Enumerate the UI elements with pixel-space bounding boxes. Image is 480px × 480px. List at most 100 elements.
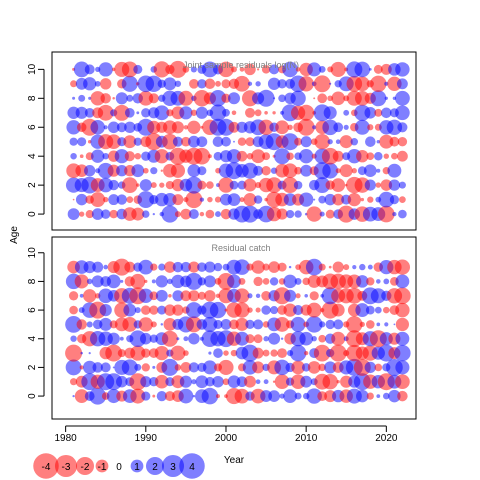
residual-bubble [333, 319, 344, 330]
residual-bubble [168, 294, 172, 298]
residual-bubble [83, 260, 96, 274]
residual-bubble [107, 121, 120, 134]
residual-bubble [364, 361, 376, 374]
residual-bubble [180, 261, 192, 273]
residual-bubble [72, 394, 75, 398]
residual-bubble [195, 375, 209, 389]
residual-bubble [134, 307, 141, 314]
legend-bubble [33, 453, 59, 479]
residual-bubble [293, 305, 304, 316]
legend-bubble [95, 459, 109, 473]
y-tick-label: 4 [27, 336, 38, 342]
residual-bubble [150, 263, 158, 271]
residual-bubble [375, 182, 382, 188]
residual-bubble [197, 180, 207, 190]
residual-bubble [131, 164, 145, 178]
residual-bubble [142, 210, 150, 218]
residual-bubble [91, 275, 104, 288]
residual-bubble [188, 135, 200, 148]
residual-bubble [218, 61, 234, 78]
residual-bubble [80, 351, 83, 355]
size-legend: -4 -3 -2 -1 0 1 2 3 4 [33, 453, 205, 479]
residual-bubble [333, 122, 344, 133]
residual-bubble [188, 332, 200, 345]
residual-bubble [160, 169, 163, 172]
residual-bubble [343, 109, 350, 116]
y-tick-label: 10 [27, 63, 38, 75]
residual-bubble [75, 164, 88, 177]
residual-bubble [241, 344, 259, 362]
residual-bubble [255, 293, 261, 299]
residual-bubble [373, 64, 383, 74]
residual-bubble [152, 394, 156, 398]
residual-bubble [380, 179, 393, 191]
legend-label: -2 [81, 462, 90, 473]
residual-bubble [221, 79, 231, 89]
residual-bubble [133, 64, 143, 74]
residual-bubble [395, 317, 410, 332]
residual-bubble [192, 394, 196, 398]
residual-bubble [213, 151, 223, 161]
residual-bubble [261, 65, 271, 74]
residual-bubble [244, 375, 256, 388]
residual-bubble [67, 208, 80, 221]
residual-bubble [206, 181, 214, 189]
residual-bubble [236, 376, 248, 388]
residual-bubble [350, 137, 359, 146]
residual-bubble [124, 121, 136, 133]
y-tick-label: 8 [27, 95, 38, 101]
residual-bubble [120, 279, 124, 283]
residual-bubble [144, 279, 148, 284]
residual-bubble [255, 379, 261, 385]
residual-bubble [138, 317, 153, 332]
residual-bubble [397, 390, 408, 402]
residual-bubble [231, 110, 237, 116]
residual-bubble [274, 374, 290, 390]
y-tick-label: 10 [27, 247, 38, 259]
residual-bubble [154, 149, 169, 164]
residual-bubble [141, 391, 151, 401]
residual-bubble [218, 177, 234, 193]
residual-bubble [319, 321, 326, 328]
residual-bubble [76, 319, 87, 330]
residual-bubble [163, 192, 177, 207]
residual-bubble [241, 162, 259, 179]
x-tick-label: 1990 [135, 433, 158, 444]
residual-bubble [339, 164, 353, 178]
residual-bubble [209, 104, 227, 122]
residual-bubble [384, 96, 388, 100]
residual-bubble [136, 183, 140, 187]
residual-bubble [318, 363, 326, 372]
residual-bubble [164, 304, 176, 316]
y-tick-label: 6 [27, 307, 38, 313]
residual-bubble [366, 277, 375, 286]
residual-bubble [154, 374, 169, 389]
residual-bubble [262, 263, 270, 271]
residual-bubble [236, 150, 248, 162]
residual-bubble [193, 147, 211, 165]
residual-bubble [346, 287, 363, 304]
residual-bubble [141, 348, 151, 358]
residual-bubble [203, 275, 216, 288]
residual-bubble [201, 387, 219, 405]
residual-bubble [190, 66, 197, 73]
residual-bubble [151, 279, 156, 284]
residual-bubble [183, 336, 189, 342]
residual-bubble [162, 133, 178, 150]
residual-bubble [305, 316, 323, 333]
residual-bubble [247, 293, 253, 299]
residual-bubble [190, 109, 198, 116]
residual-bubble [113, 104, 130, 121]
residual-bubble [156, 391, 167, 402]
residual-bubble [386, 119, 403, 135]
residual-bubble [378, 191, 395, 208]
residual-bubble [294, 277, 302, 285]
residual-bubble [103, 196, 109, 203]
x-tick-label: 2010 [295, 433, 318, 444]
residual-bubble [138, 288, 153, 303]
residual-bubble [365, 136, 376, 147]
residual-bubble [283, 303, 297, 317]
residual-bubble [283, 389, 297, 403]
residual-bubble [367, 196, 374, 203]
residual-bubble [79, 211, 85, 217]
